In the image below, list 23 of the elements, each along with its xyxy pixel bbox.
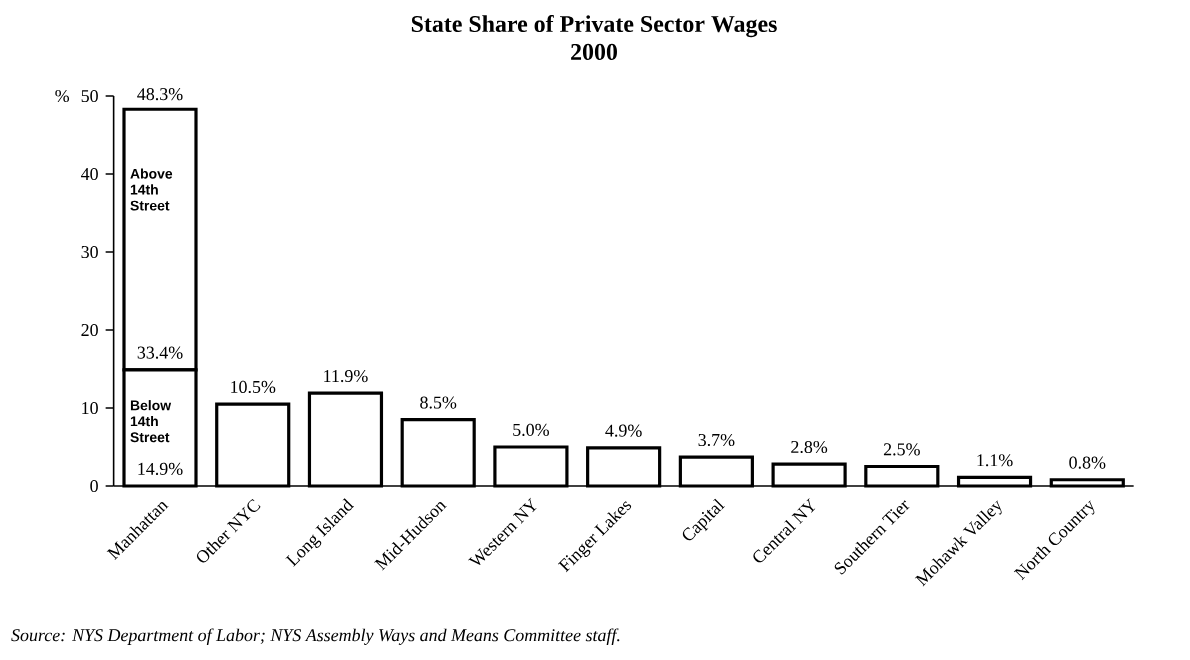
y-tick-label: 0 <box>90 479 98 493</box>
total-label: 48.3% <box>137 88 183 101</box>
y-tick-label: 30 <box>81 245 98 259</box>
y-tick-label: 40 <box>81 167 98 181</box>
data-label: 2.5% <box>883 443 920 456</box>
y-tick-label: 20 <box>81 323 98 337</box>
chart-title: State Share of Private Sector Wages <box>411 15 777 38</box>
data-label: 3.7% <box>698 433 735 447</box>
data-label: 2.8% <box>791 440 828 454</box>
data-label: 10.5% <box>231 380 276 394</box>
chart-subtitle: 2000 <box>571 43 617 60</box>
y-axis-title: % <box>55 89 70 103</box>
data-label: 1.1% <box>977 454 1013 467</box>
data-label: 5.0% <box>513 423 549 436</box>
data-label: 33.4% <box>137 346 183 359</box>
y-tick-label: 50 <box>81 89 98 103</box>
data-label: 4.9% <box>605 424 642 437</box>
y-tick-label: 10 <box>82 401 98 415</box>
data-label: 0.8% <box>1069 456 1106 469</box>
data-label: 8.5% <box>420 396 457 409</box>
data-label: 14.9% <box>138 462 183 475</box>
source-note: Source: NYS Department of Labor; NYS Assembly Ways and Means Committee staff. <box>11 628 620 645</box>
data-label: 11.9% <box>324 369 368 383</box>
